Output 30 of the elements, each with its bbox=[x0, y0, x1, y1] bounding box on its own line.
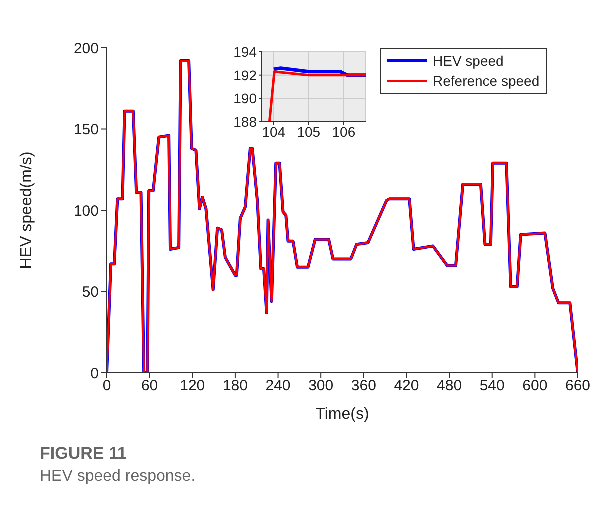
x-tick-label: 540 bbox=[480, 378, 505, 395]
x-tick-label: 600 bbox=[522, 378, 548, 395]
x-tick-label: 120 bbox=[180, 378, 206, 395]
caption: FIGURE 11 bbox=[40, 444, 128, 464]
y-tick-label: 188 bbox=[234, 114, 258, 130]
legend-label: HEV speed bbox=[433, 52, 504, 71]
x-tick-label: 0 bbox=[102, 378, 112, 395]
x-tick-label: 360 bbox=[351, 378, 376, 395]
y-tick-label: 194 bbox=[234, 44, 258, 60]
y-tick-label: 0 bbox=[90, 365, 99, 382]
x-tick-label: 300 bbox=[308, 378, 334, 395]
x-tick-label: 104 bbox=[262, 124, 286, 140]
x-tick-label: 420 bbox=[394, 378, 420, 395]
x-tick-label: 240 bbox=[266, 378, 291, 395]
x-tick-label: 480 bbox=[437, 378, 462, 395]
legend-label: Reference speed bbox=[433, 72, 540, 91]
y-tick-label: 50 bbox=[82, 284, 99, 302]
y-axis-title: HEV speed(m/s) bbox=[18, 152, 36, 270]
x-tick-label: 106 bbox=[332, 124, 356, 140]
x-axis-title: Time(s) bbox=[316, 406, 370, 423]
text: HEV speed response. bbox=[40, 468, 196, 486]
y-tick-label: 200 bbox=[74, 40, 99, 58]
x-tick-label: 660 bbox=[565, 378, 591, 395]
x-tick-label: 180 bbox=[222, 378, 248, 395]
x-tick-label: 105 bbox=[297, 124, 321, 140]
x-tick-label: 60 bbox=[141, 378, 158, 395]
y-tick-label: 100 bbox=[74, 202, 99, 220]
y-tick-label: 192 bbox=[234, 67, 258, 84]
y-tick-label: 190 bbox=[234, 90, 258, 107]
y-tick-label: 150 bbox=[74, 122, 99, 139]
